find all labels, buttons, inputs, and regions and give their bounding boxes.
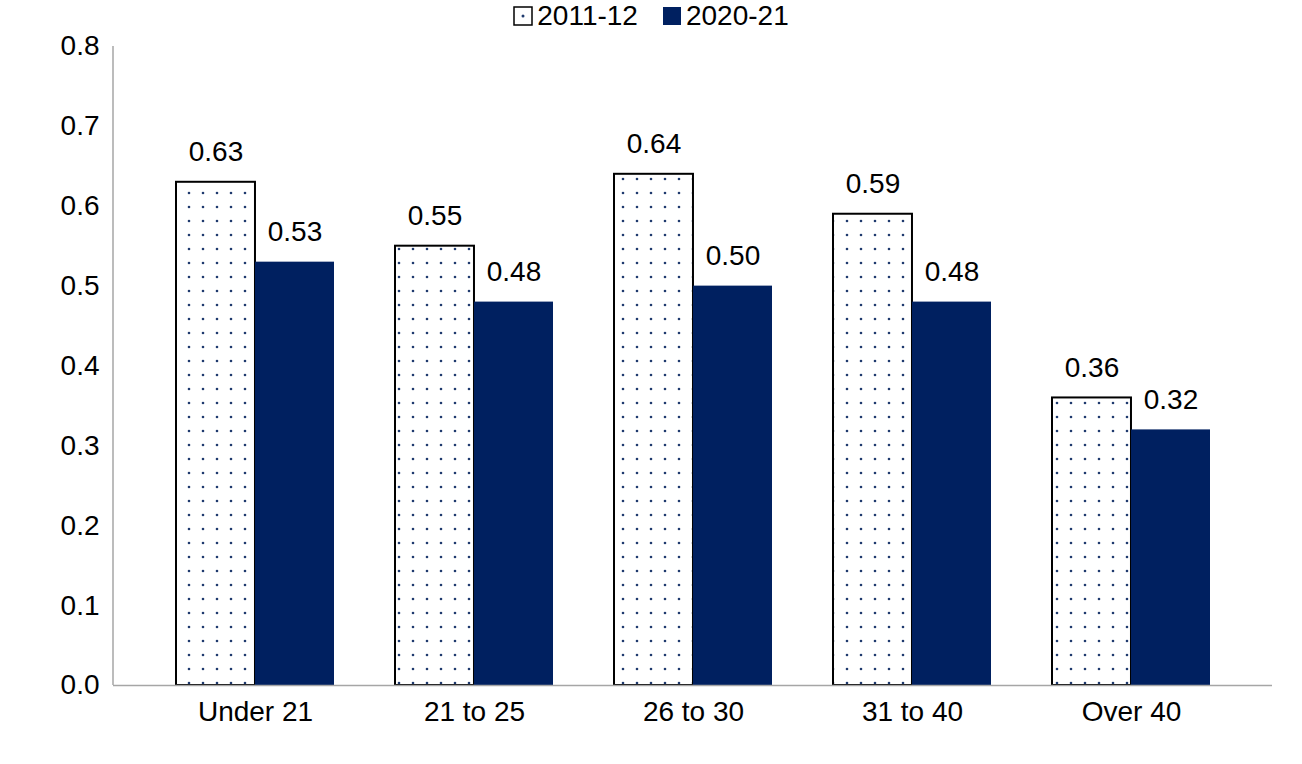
svg-text:0.53: 0.53 bbox=[268, 216, 323, 247]
svg-text:0.59: 0.59 bbox=[846, 168, 901, 199]
svg-text:26 to 30: 26 to 30 bbox=[643, 696, 744, 727]
html-text:2011-12: 2011-12 bbox=[537, 0, 638, 31]
svg-text:0.6: 0.6 bbox=[61, 190, 100, 221]
svg-text:0.55: 0.55 bbox=[408, 200, 463, 231]
svg-text:0.50: 0.50 bbox=[706, 240, 761, 271]
svg-text:Under 21: Under 21 bbox=[198, 696, 313, 727]
html-text:2020-21: 2020-21 bbox=[686, 0, 789, 31]
svg-text:0.64: 0.64 bbox=[627, 128, 682, 159]
svg-text:0.7: 0.7 bbox=[61, 110, 100, 141]
svg-text:0.48: 0.48 bbox=[925, 256, 980, 287]
svg-text:21 to 25: 21 to 25 bbox=[424, 696, 525, 727]
svg-text:0.63: 0.63 bbox=[189, 136, 244, 167]
svg-text:31 to 40: 31 to 40 bbox=[862, 696, 963, 727]
svg-text:0.2: 0.2 bbox=[61, 510, 100, 541]
svg-text:0.32: 0.32 bbox=[1144, 384, 1199, 415]
svg-text:0.4: 0.4 bbox=[61, 350, 100, 381]
svg-text:0.36: 0.36 bbox=[1065, 352, 1120, 383]
svg-text:0.3: 0.3 bbox=[61, 430, 100, 461]
svg-text:Over 40: Over 40 bbox=[1082, 696, 1182, 727]
svg-text:0.1: 0.1 bbox=[61, 590, 100, 621]
svg-text:0.5: 0.5 bbox=[61, 270, 100, 301]
svg-text:0.8: 0.8 bbox=[61, 32, 100, 61]
svg-text:0.0: 0.0 bbox=[61, 669, 100, 700]
svg-text:0.48: 0.48 bbox=[487, 256, 542, 287]
